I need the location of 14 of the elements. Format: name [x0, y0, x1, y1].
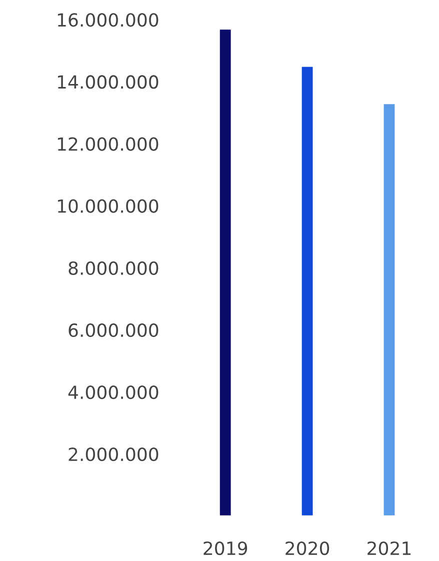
- bar: [218, 28, 232, 516]
- y-tick-label: 8.000.000: [68, 261, 158, 275]
- y-tick-label: 12.000.000: [58, 137, 158, 151]
- y-tick-label: 10.000.000: [58, 199, 158, 213]
- x-tick-label: 2021: [368, 541, 411, 556]
- y-tick-label: 16.000.000: [58, 13, 158, 27]
- x-tick-label: 2019: [204, 541, 248, 556]
- y-tick-label: 6.000.000: [68, 323, 158, 338]
- y-tick-label: 2.000.000: [68, 448, 158, 462]
- y-tick-label: 14.000.000: [58, 75, 158, 89]
- y-tick-label: 4.000.000: [68, 385, 158, 400]
- x-tick-label: 2020: [286, 541, 330, 556]
- bar: [300, 65, 314, 516]
- bar: [382, 102, 396, 516]
